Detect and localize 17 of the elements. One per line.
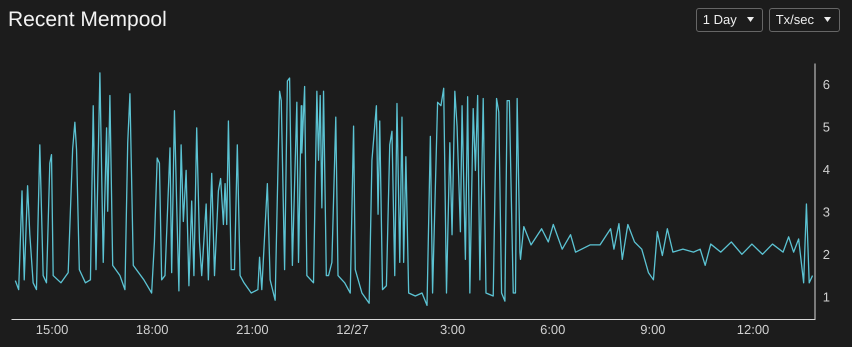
chart-title: Recent Mempool xyxy=(8,8,167,32)
y-tick-label: 2 xyxy=(822,247,830,262)
x-tick-label: 6:00 xyxy=(540,322,566,337)
dropdown: Tx/sec xyxy=(768,8,840,32)
y-tick-label: 4 xyxy=(822,162,830,177)
x-tick-label: 3:00 xyxy=(440,322,466,337)
x-tick-label: 21:00 xyxy=(236,322,269,337)
x-tick-label: 18:00 xyxy=(136,322,168,337)
dropdown: 1 Day xyxy=(696,8,763,32)
x-tick-label: 12:00 xyxy=(736,322,770,337)
x-tick-label: 12/27 xyxy=(336,322,369,337)
y-tick-label: 5 xyxy=(822,119,830,134)
y-tick-label: 3 xyxy=(822,204,830,220)
x-tick-label: 15:00 xyxy=(36,322,68,337)
y-tick-label: 6 xyxy=(822,76,830,92)
x-tick-label: 9:00 xyxy=(640,322,666,337)
y-tick-label: 1 xyxy=(822,290,830,305)
